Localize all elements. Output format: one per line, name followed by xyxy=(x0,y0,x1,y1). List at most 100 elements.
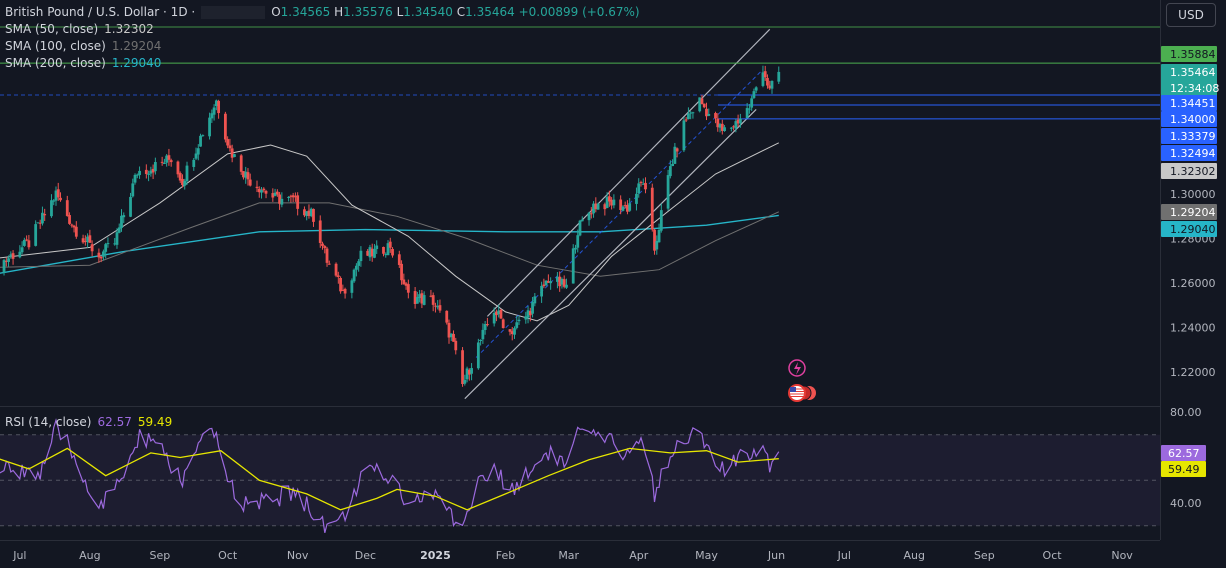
candle-down[interactable] xyxy=(603,204,607,210)
candle-up[interactable] xyxy=(368,247,372,258)
candle-up[interactable] xyxy=(36,222,40,224)
candle-down[interactable] xyxy=(239,155,243,172)
candle-down[interactable] xyxy=(11,253,15,259)
candle-down[interactable] xyxy=(278,194,281,204)
candle-down[interactable] xyxy=(74,226,78,237)
candle-up[interactable] xyxy=(201,135,205,137)
candle-up[interactable] xyxy=(210,113,214,119)
candle-up[interactable] xyxy=(592,203,595,214)
candle-up[interactable] xyxy=(580,219,584,222)
candle-down[interactable] xyxy=(452,333,455,342)
candle-down[interactable] xyxy=(275,191,279,195)
candle-up[interactable] xyxy=(497,310,501,315)
candle-up[interactable] xyxy=(287,196,291,198)
sma50-legend[interactable]: SMA (50, close) 1.32302 xyxy=(5,22,154,36)
candle-down[interactable] xyxy=(257,188,261,193)
candle-up[interactable] xyxy=(418,294,422,299)
candle-down[interactable] xyxy=(431,295,435,305)
candle-down[interactable] xyxy=(397,254,401,265)
candle-up[interactable] xyxy=(596,203,600,210)
candle-down[interactable] xyxy=(714,113,717,119)
candle-up[interactable] xyxy=(120,215,123,229)
economic-events-icon[interactable] xyxy=(788,384,816,402)
candle-up[interactable] xyxy=(212,107,216,115)
candle-up[interactable] xyxy=(666,175,670,209)
candle-down[interactable] xyxy=(323,246,327,249)
candle-up[interactable] xyxy=(149,170,153,174)
candle-down[interactable] xyxy=(262,188,266,191)
candle-down[interactable] xyxy=(318,220,322,243)
candle-up[interactable] xyxy=(165,155,169,163)
candle-up[interactable] xyxy=(492,313,496,324)
candle-down[interactable] xyxy=(59,197,62,201)
candle-up[interactable] xyxy=(436,306,440,308)
candle-up[interactable] xyxy=(560,278,564,285)
candle-up[interactable] xyxy=(373,248,376,258)
candle-up[interactable] xyxy=(50,200,53,217)
candle-up[interactable] xyxy=(138,170,141,176)
candle-up[interactable] xyxy=(628,203,632,211)
candle-down[interactable] xyxy=(321,243,324,246)
candle-down[interactable] xyxy=(38,222,42,224)
event-flash-icon[interactable] xyxy=(788,359,806,377)
candle-down[interactable] xyxy=(291,195,295,198)
candle-up[interactable] xyxy=(729,127,733,129)
candle-up[interactable] xyxy=(723,127,726,132)
candle-up[interactable] xyxy=(359,250,363,262)
candle-down[interactable] xyxy=(650,187,654,230)
candle-down[interactable] xyxy=(25,239,29,241)
candle-down[interactable] xyxy=(307,210,311,216)
candle-down[interactable] xyxy=(97,252,101,258)
candle-up[interactable] xyxy=(745,108,749,119)
candle-down[interactable] xyxy=(445,310,449,323)
candle-up[interactable] xyxy=(673,146,677,164)
candle-down[interactable] xyxy=(68,215,71,224)
candle-up[interactable] xyxy=(574,247,577,250)
candle-down[interactable] xyxy=(501,319,505,329)
candle-down[interactable] xyxy=(81,238,85,243)
candle-up[interactable] xyxy=(531,302,534,314)
candle-up[interactable] xyxy=(129,196,132,217)
candle-down[interactable] xyxy=(420,293,424,304)
candle-up[interactable] xyxy=(199,135,202,147)
candle-down[interactable] xyxy=(434,305,437,307)
candle-down[interactable] xyxy=(88,235,92,243)
candle-down[interactable] xyxy=(230,148,234,158)
candle-up[interactable] xyxy=(106,243,110,245)
candle-up[interactable] xyxy=(422,295,426,305)
candle-down[interactable] xyxy=(226,139,230,146)
candle-up[interactable] xyxy=(147,173,150,175)
candle-down[interactable] xyxy=(334,263,338,276)
candle-up[interactable] xyxy=(605,197,609,209)
candle-down[interactable] xyxy=(607,196,611,202)
candle-up[interactable] xyxy=(375,245,379,250)
candle-up[interactable] xyxy=(533,296,537,304)
candle-up[interactable] xyxy=(153,162,157,172)
candle-down[interactable] xyxy=(303,209,306,216)
sma100-legend[interactable]: SMA (100, close) 1.29204 xyxy=(5,39,161,53)
candle-down[interactable] xyxy=(65,200,69,216)
candle-up[interactable] xyxy=(540,285,544,297)
candle-up[interactable] xyxy=(526,310,530,318)
candle-up[interactable] xyxy=(463,379,467,384)
candle-up[interactable] xyxy=(748,108,751,110)
candle-up[interactable] xyxy=(637,183,641,194)
candle-up[interactable] xyxy=(612,199,616,206)
candle-down[interactable] xyxy=(768,85,772,89)
candle-up[interactable] xyxy=(635,193,638,204)
candle-up[interactable] xyxy=(357,261,361,266)
candle-up[interactable] xyxy=(115,232,119,245)
candle-down[interactable] xyxy=(413,291,417,304)
candle-down[interactable] xyxy=(404,283,408,286)
candle-up[interactable] xyxy=(86,236,90,243)
candle-up[interactable] xyxy=(352,269,356,282)
candle-down[interactable] xyxy=(429,295,433,297)
candle-up[interactable] xyxy=(668,166,672,177)
symbol-title[interactable]: British Pound / U.S. Dollar · 1D · xyxy=(5,5,196,19)
candle-up[interactable] xyxy=(354,265,358,270)
candle-up[interactable] xyxy=(687,113,690,120)
candle-down[interactable] xyxy=(736,119,740,124)
candle-down[interactable] xyxy=(341,289,345,291)
candle-down[interactable] xyxy=(562,279,566,287)
candle-down[interactable] xyxy=(653,229,656,251)
